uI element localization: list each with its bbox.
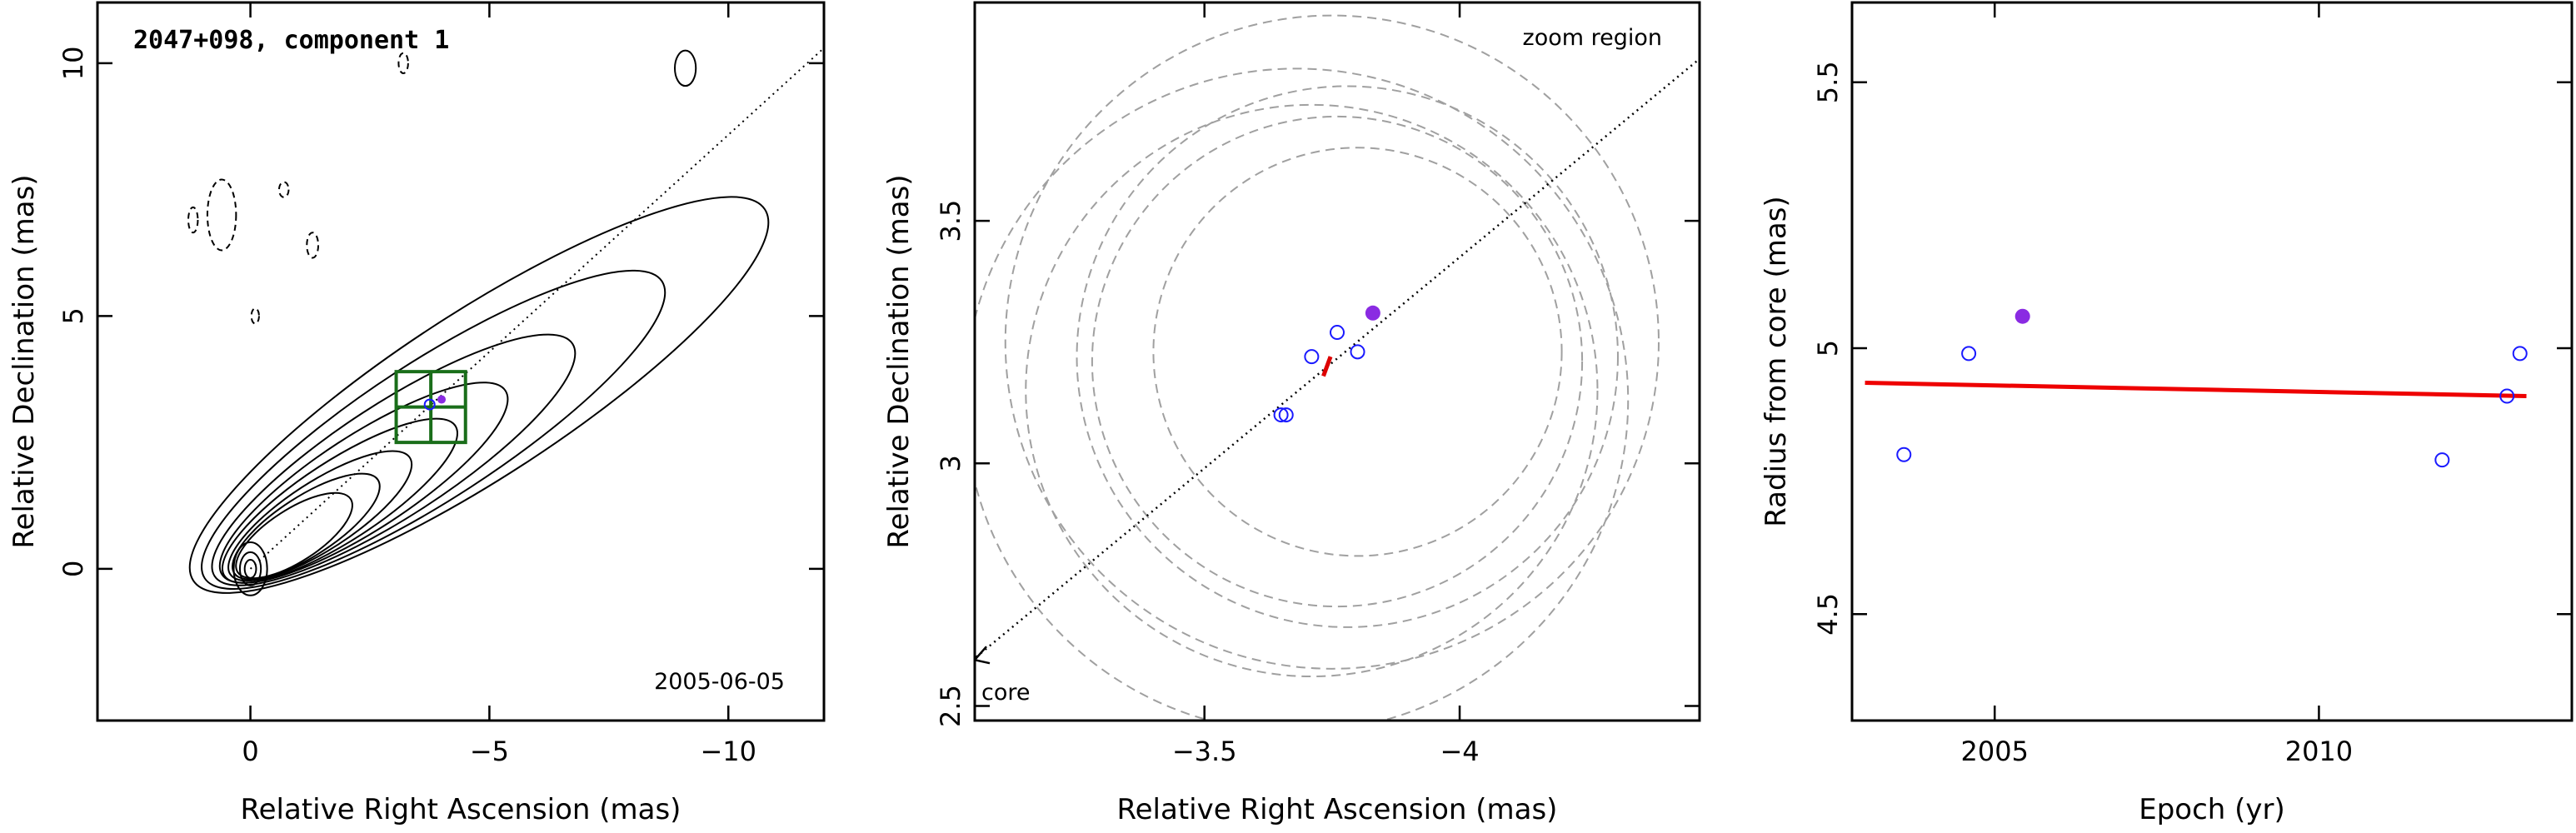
y-tick-label: 5 bbox=[1812, 340, 1844, 357]
contour bbox=[206, 178, 237, 252]
y-axis-label: Relative Declination (mas) bbox=[882, 174, 916, 548]
core-arrowhead bbox=[975, 646, 991, 665]
epoch-annotation: 2005-06-05 bbox=[654, 669, 785, 695]
position-point bbox=[1330, 325, 1345, 341]
fit-line bbox=[1865, 381, 2527, 399]
zoom-region-box bbox=[394, 370, 467, 445]
y-tick-label: 0 bbox=[57, 561, 89, 577]
core-label: core bbox=[981, 680, 1030, 706]
contour bbox=[187, 206, 199, 234]
contour bbox=[250, 307, 260, 325]
contour bbox=[188, 196, 770, 594]
panel-contour-map: 0 −5 −10 0 5 10 2047+098, component 1 2005-06… bbox=[7, 1, 826, 826]
x-tick-label: −3.5 bbox=[1172, 736, 1237, 767]
beam-circle bbox=[1091, 115, 1584, 608]
zoom-region-label: zoom region bbox=[1523, 25, 1662, 51]
radius-point bbox=[2499, 388, 2515, 404]
contour bbox=[397, 52, 409, 74]
contour bbox=[227, 450, 413, 582]
contour-layer bbox=[187, 49, 770, 596]
component-point bbox=[437, 395, 447, 404]
panel-radius-vs-epoch: 2005 2010 4.5 5 5.5 Epoch (yr) Radius from c… bbox=[1760, 1, 2574, 826]
position-point bbox=[1350, 344, 1365, 360]
y-tick-label: 3.5 bbox=[935, 200, 966, 242]
contour bbox=[235, 491, 353, 580]
y-tick-label: 2.5 bbox=[935, 685, 966, 727]
contour bbox=[238, 551, 262, 586]
x-axis-label: Epoch (yr) bbox=[2139, 793, 2285, 826]
beam-circle bbox=[975, 67, 1630, 721]
beam-circle bbox=[1076, 85, 1619, 628]
y-tick-label: 5 bbox=[57, 307, 89, 324]
contour bbox=[218, 382, 509, 584]
axis-ticks: 2005 2010 4.5 5 5.5 bbox=[1812, 2, 2572, 767]
highlight-point bbox=[2014, 308, 2030, 324]
contour bbox=[221, 417, 458, 584]
radius-point bbox=[1896, 446, 1912, 462]
axis-ticks: 0 −5 −10 0 5 10 bbox=[57, 2, 824, 767]
radius-points bbox=[1896, 308, 2528, 468]
beam-circle bbox=[1152, 147, 1563, 557]
component-marker bbox=[423, 395, 447, 411]
panel-zoom-region: −3.5 −4 2.5 3 3.5 zoom region core Relative … bbox=[882, 1, 1701, 826]
x-axis-label: Relative Right Ascension (mas) bbox=[1117, 793, 1558, 826]
position-point bbox=[1304, 349, 1320, 365]
contour bbox=[243, 558, 257, 579]
beam-circle bbox=[1004, 14, 1660, 670]
radius-point bbox=[1961, 346, 1977, 362]
jet-axis-line bbox=[249, 47, 824, 570]
mean-position-marker bbox=[1321, 356, 1333, 377]
y-tick-label: 3 bbox=[935, 455, 966, 471]
core-direction-arrow bbox=[975, 646, 991, 665]
jet-axis-line bbox=[975, 57, 1700, 660]
x-tick-label: 0 bbox=[242, 736, 258, 767]
highlight-point bbox=[1365, 305, 1380, 321]
x-tick-label: −5 bbox=[470, 736, 509, 767]
x-axis-label: Relative Right Ascension (mas) bbox=[241, 793, 681, 826]
component-positions bbox=[1273, 305, 1380, 423]
x-tick-label: 2010 bbox=[2285, 736, 2353, 767]
position-point bbox=[1273, 407, 1289, 423]
beam-circle bbox=[1025, 103, 1599, 678]
contour bbox=[674, 49, 697, 87]
plot-frame bbox=[1850, 1, 2574, 722]
y-tick-label: 10 bbox=[57, 46, 89, 80]
x-tick-label: −10 bbox=[700, 736, 756, 767]
contour bbox=[306, 232, 320, 259]
radius-point bbox=[2512, 346, 2528, 362]
contour bbox=[211, 333, 577, 586]
plot-frame bbox=[96, 1, 826, 722]
y-axis-label: Radius from core (mas) bbox=[1760, 196, 1793, 526]
position-point bbox=[1278, 407, 1294, 423]
beam-circles bbox=[975, 14, 1660, 721]
contour bbox=[232, 541, 268, 596]
component-point bbox=[423, 398, 436, 411]
axis-ticks: −3.5 −4 2.5 3 3.5 bbox=[935, 2, 1700, 767]
radius-point bbox=[2434, 452, 2450, 468]
y-tick-label: 4.5 bbox=[1812, 593, 1844, 636]
y-axis-label: Relative Declination (mas) bbox=[7, 174, 41, 548]
contour bbox=[201, 269, 666, 590]
contour bbox=[278, 181, 290, 198]
plot-frame bbox=[973, 1, 1701, 722]
x-tick-label: −4 bbox=[1440, 736, 1479, 767]
x-tick-label: 2005 bbox=[1961, 736, 2029, 767]
chart-title: 2047+098, component 1 bbox=[133, 26, 449, 55]
y-tick-label: 5.5 bbox=[1812, 61, 1844, 103]
